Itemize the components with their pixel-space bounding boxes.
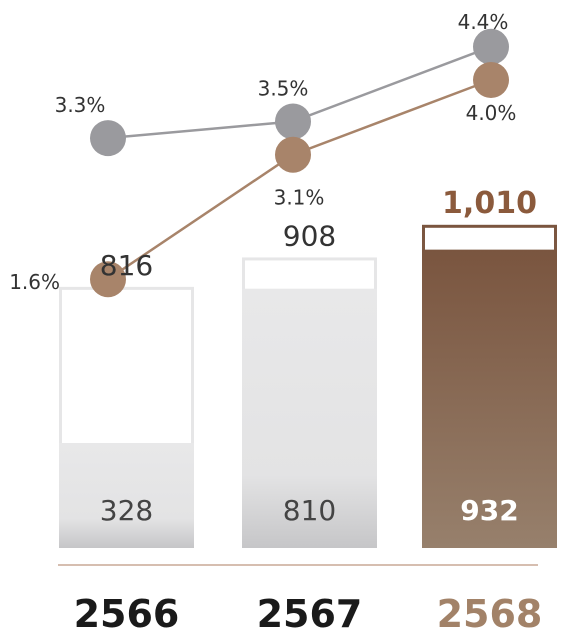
bar-total-label-2568: 1,010 — [442, 186, 537, 221]
year-label-2567: 2567 — [257, 592, 363, 636]
bar-gap-2568 — [425, 227, 554, 250]
line-2-label-2566: 1.6% — [9, 270, 60, 294]
bar-total-label-2567: 908 — [283, 219, 336, 252]
line-2-point-2566 — [90, 261, 126, 298]
line-1-point-2568 — [473, 28, 509, 65]
lines-layer — [90, 28, 509, 298]
line-2-point-2568 — [473, 62, 509, 98]
line-2-point-2567 — [275, 136, 311, 173]
bar-inner-label-2568: 932 — [460, 494, 518, 527]
line-1-label-2567: 3.5% — [258, 77, 309, 101]
line-1-label-2568: 4.4% — [458, 10, 509, 34]
bar-inner-2567 — [242, 288, 377, 548]
bar-inner-label-2566: 328 — [100, 494, 153, 527]
line-1-point-2567 — [275, 103, 311, 140]
bar-gap-2566 — [62, 289, 191, 444]
year-label-2568: 2568 — [437, 592, 543, 636]
bars-layer — [59, 224, 557, 549]
line-2-label-2568: 4.0% — [466, 101, 517, 125]
line-1-label-2566: 3.3% — [55, 93, 106, 117]
line-1-point-2566 — [90, 120, 126, 157]
line-2-label-2567: 3.1% — [274, 186, 325, 210]
bar-gap-2567 — [245, 260, 374, 289]
bar-inner-2568 — [422, 249, 557, 548]
year-label-2566: 2566 — [74, 592, 180, 636]
bar-inner-label-2567: 810 — [283, 494, 336, 527]
labels-layer: 816 328 2566 908 810 2567 1,010 932 2568 3.3% 3.5%… — [9, 10, 542, 636]
bar-total-label-2566: 816 — [100, 249, 153, 282]
bar-inner-2566 — [59, 443, 194, 548]
